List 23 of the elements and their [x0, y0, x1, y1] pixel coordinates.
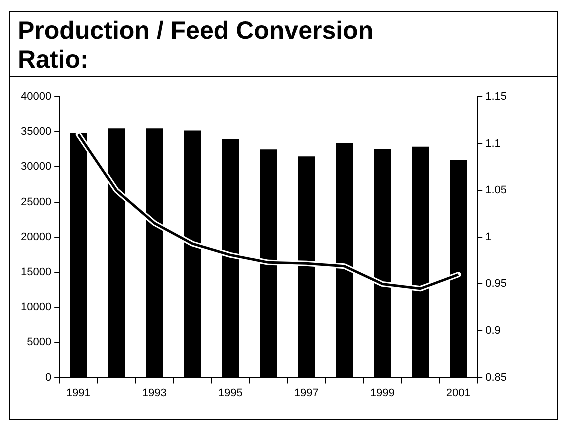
y2-tick-label: 0.95 [486, 278, 508, 290]
x-tick-label: 2001 [446, 387, 471, 400]
y2-tick-label: 0.9 [486, 325, 501, 338]
y2-tick-label: 1.1 [486, 138, 501, 150]
y-tick-label: 40000 [20, 91, 52, 104]
y2-tick-label: 1 [486, 231, 492, 244]
x-tick-label: 1997 [294, 387, 319, 400]
y-tick-label: 35000 [20, 126, 52, 138]
y-tick-label: 30000 [20, 161, 52, 174]
x-tick-label: 1991 [66, 387, 91, 400]
y-tick-label: 20000 [20, 231, 52, 244]
y-tick-label: 5000 [27, 336, 52, 349]
x-tick-label: 1999 [370, 387, 395, 400]
y-tick-label: 10000 [20, 302, 52, 314]
y-tick-label: 25000 [20, 196, 52, 208]
x-tick-label: 1993 [142, 387, 167, 400]
x-tick-label: 1995 [218, 387, 243, 400]
y2-tick-label: 1.05 [486, 184, 508, 197]
chart-title: Production / Feed Conversion Ratio: [18, 17, 375, 75]
y2-tick-label: 0.85 [486, 372, 508, 384]
y-tick-label: 0 [45, 372, 52, 384]
y-tick-label: 15000 [20, 266, 52, 279]
y2-tick-label: 1.15 [486, 91, 508, 104]
